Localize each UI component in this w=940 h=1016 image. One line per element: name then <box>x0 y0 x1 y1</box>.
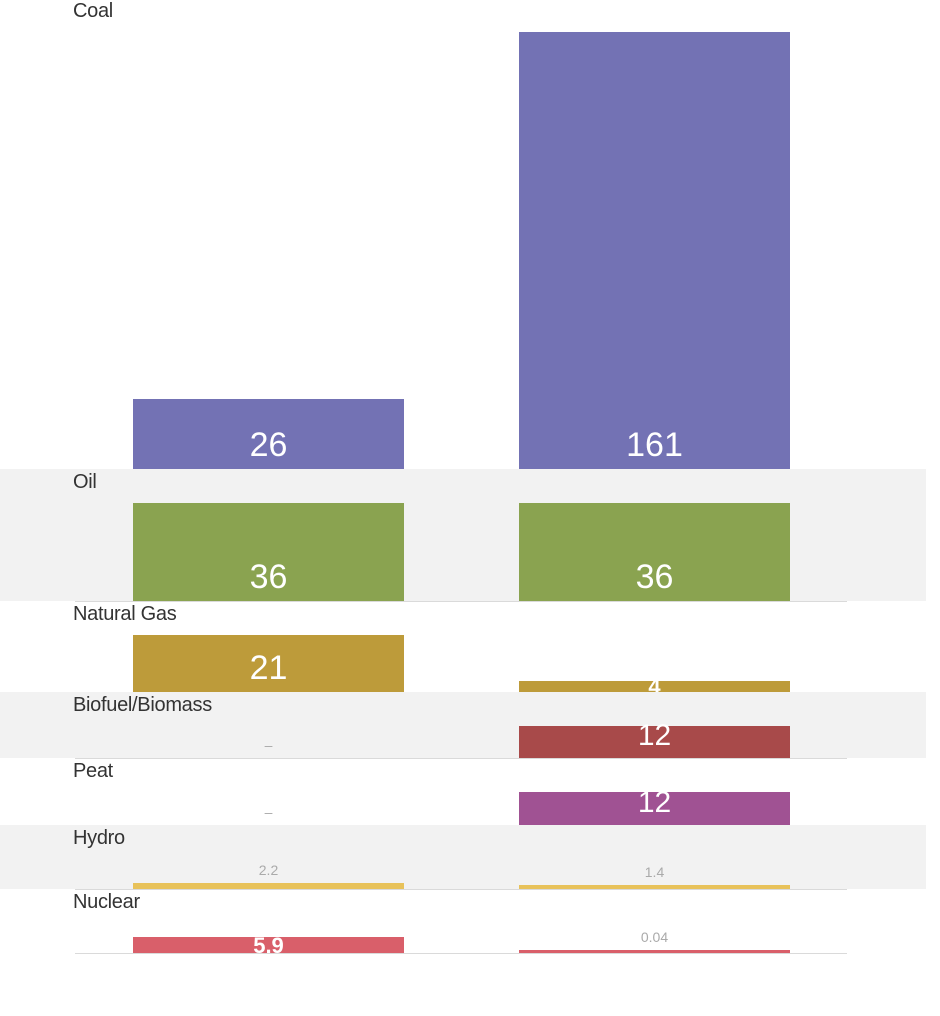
value-label: 36 <box>635 557 674 596</box>
value-label: 161 <box>626 426 683 465</box>
bar <box>133 503 404 601</box>
bar <box>133 937 404 954</box>
category-label: Biofuel/Biomass <box>73 693 212 716</box>
value-label: 26 <box>249 426 288 465</box>
row-baseline <box>75 889 847 891</box>
value-label: – <box>264 804 273 821</box>
row-baseline <box>75 758 847 760</box>
value-label: – <box>264 737 273 754</box>
row-baseline <box>75 600 847 602</box>
bar <box>133 883 404 890</box>
value-label: 1.4 <box>644 864 665 881</box>
bar <box>133 398 404 470</box>
category-label: Nuclear <box>73 891 140 914</box>
value-label: 0.04 <box>640 929 669 946</box>
value-label: 12 <box>637 719 672 753</box>
bar <box>519 885 790 890</box>
category-label: Peat <box>73 760 113 783</box>
bar <box>519 32 790 470</box>
bar <box>519 681 790 692</box>
value-label: 21 <box>249 648 288 687</box>
row-baseline <box>75 953 847 955</box>
bar <box>133 634 404 692</box>
value-label: 12 <box>637 786 672 820</box>
value-label: 2.2 <box>258 862 279 879</box>
bar <box>519 725 790 759</box>
value-label: 5.9 <box>253 933 284 959</box>
category-label: Hydro <box>73 827 125 850</box>
bar <box>519 792 790 826</box>
bar <box>519 503 790 601</box>
category-label: Oil <box>73 471 97 494</box>
row-band <box>0 825 926 890</box>
bar <box>519 950 790 954</box>
category-label: Coal <box>73 0 113 22</box>
value-label: 36 <box>249 557 288 596</box>
category-label: Natural Gas <box>73 602 177 625</box>
